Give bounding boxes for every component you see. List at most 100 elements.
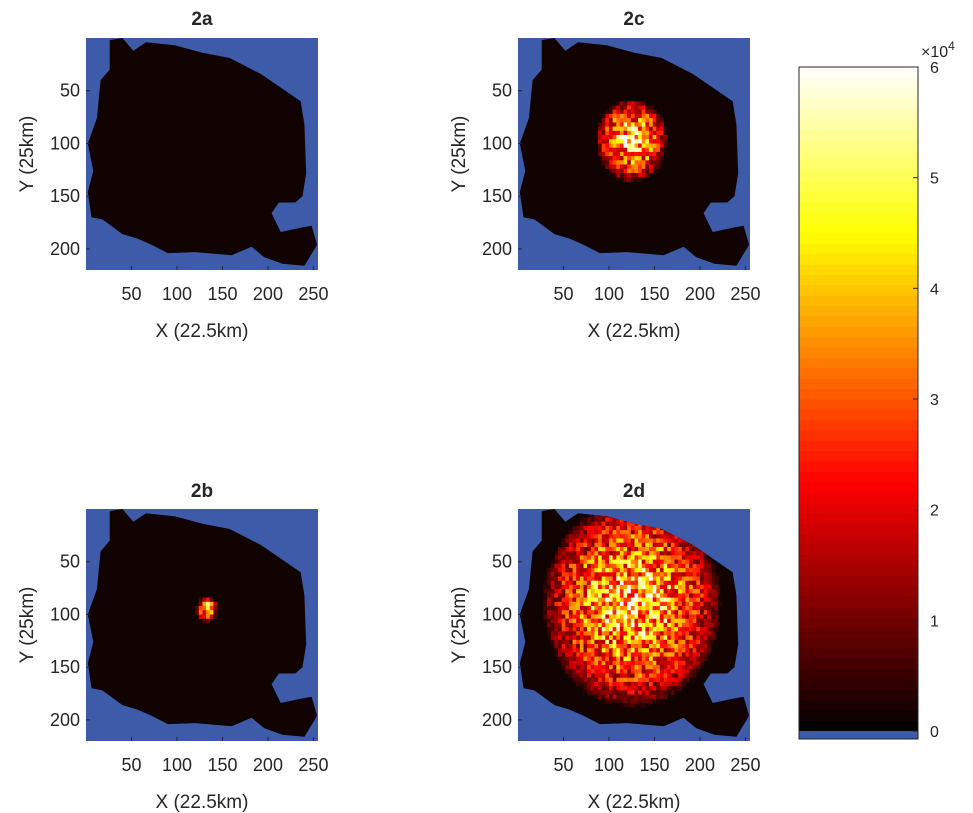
heat-cell (594, 694, 599, 700)
heat-cell (601, 580, 606, 586)
heat-cell (681, 677, 686, 683)
heat-cell (652, 542, 657, 548)
heat-cell (594, 681, 599, 687)
heat-cell (616, 160, 621, 165)
heat-cell (623, 530, 628, 535)
heat-cell (587, 576, 592, 582)
heat-cell (616, 686, 621, 691)
heat-cell (590, 669, 595, 674)
colorbar-tick-label: 4 (930, 281, 939, 298)
heat-cell (612, 525, 617, 531)
heat-cell (641, 690, 646, 695)
heat-cell (638, 568, 643, 573)
heat-cell (561, 542, 566, 548)
heat-cell (652, 563, 657, 569)
heat-cell (619, 593, 624, 598)
heat-cell (649, 130, 653, 136)
heat-cell (587, 589, 592, 594)
heat-cell (674, 568, 679, 573)
heat-cell (623, 109, 628, 115)
heat-cell (649, 576, 653, 582)
heat-cell (619, 584, 624, 590)
heat-cell (561, 606, 566, 611)
heat-cell (645, 534, 650, 539)
heat-cell (678, 635, 683, 641)
colorbar-tick-label: 3 (930, 392, 939, 409)
heat-cell (670, 635, 675, 641)
heat-cell (692, 559, 697, 565)
heat-cell (601, 547, 606, 552)
heat-cell (670, 576, 675, 582)
heat-cell (692, 568, 697, 573)
heat-cell (685, 559, 690, 565)
heat-cell (605, 580, 610, 586)
heat-cell (623, 677, 628, 683)
heat-cell (652, 677, 657, 683)
heat-cells (195, 597, 218, 624)
heat-cell (558, 580, 562, 586)
heat-cell (587, 677, 592, 683)
heat-cell (685, 656, 690, 662)
heat-cell (558, 660, 562, 666)
heat-cell (565, 580, 570, 586)
heat-cell (656, 580, 661, 586)
colorbar-band (799, 699, 918, 711)
heat-cell (645, 610, 650, 615)
heat-cell (663, 126, 668, 132)
heat-cell (206, 618, 211, 624)
heat-cell (609, 631, 613, 636)
heat-cell (572, 665, 577, 670)
heat-cell (700, 644, 704, 649)
heat-cell (630, 669, 635, 674)
heat-cell (645, 538, 650, 544)
heat-cell (568, 669, 573, 674)
heat-cell (550, 601, 555, 607)
heat-cell (206, 606, 211, 611)
heat-cell (627, 703, 632, 708)
heat-cell (565, 622, 570, 628)
heat-cell (678, 652, 683, 657)
heat-cell (619, 618, 624, 624)
heat-cell (663, 639, 668, 645)
heat-cell (587, 606, 592, 611)
heat-cell (623, 135, 628, 140)
heat-cell (587, 568, 592, 573)
heat-cell (627, 690, 632, 695)
heat-cell (202, 610, 207, 615)
heat-cell (627, 135, 632, 140)
heat-cell (587, 542, 592, 548)
heat-cell (568, 555, 573, 560)
heat-cell (638, 542, 643, 548)
heat-cell (605, 126, 610, 132)
heat-cell (696, 601, 701, 607)
heat-cell (587, 584, 592, 590)
heat-cell (656, 673, 661, 679)
heat-cell (605, 698, 610, 704)
heat-cell (612, 589, 617, 594)
heat-cell (652, 610, 657, 615)
heat-cell (616, 673, 621, 679)
heat-cell (619, 648, 624, 653)
heat-cell (700, 652, 704, 657)
heat-cell (638, 525, 643, 531)
heat-cell (670, 656, 675, 662)
heat-cell (649, 610, 653, 615)
heat-cell (696, 669, 701, 674)
heat-cell (627, 606, 632, 611)
heat-cell (576, 551, 581, 556)
colorbar-band (799, 347, 918, 358)
heat-cell (638, 703, 643, 708)
heat-cell (703, 644, 708, 649)
heat-cell (707, 648, 712, 653)
heat-cell (561, 631, 566, 636)
heat-cell (663, 139, 668, 144)
heat-cell (685, 601, 690, 607)
heat-cell (652, 635, 657, 641)
heat-cell (609, 681, 613, 687)
heat-cell (612, 601, 617, 607)
heat-cell (619, 627, 624, 632)
heat-cell (598, 521, 603, 527)
heat-cell (623, 173, 628, 178)
heat-cell (627, 177, 632, 182)
x-axis-label: X (22.5km) (156, 321, 249, 342)
